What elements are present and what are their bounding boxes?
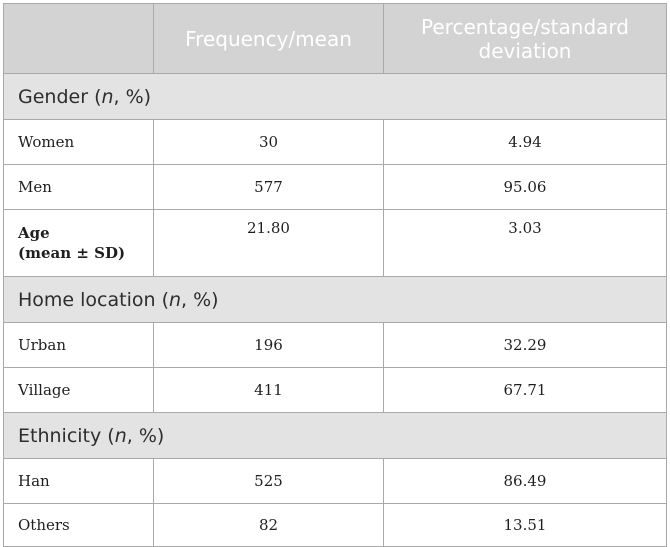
row-label-urban: Urban bbox=[3, 322, 154, 368]
section-title-gender: Gender (n, %) bbox=[3, 73, 667, 120]
row-label-village: Village bbox=[3, 367, 154, 413]
header-percentage-sd-line1: Percentage/standard bbox=[421, 14, 629, 39]
header-percentage-sd-line2: deviation bbox=[478, 38, 572, 63]
table-row: Village 411 67.71 bbox=[3, 367, 667, 413]
header-frequency-mean: Frequency/mean bbox=[153, 3, 384, 74]
section-row-gender: Gender (n, %) bbox=[3, 73, 667, 120]
row-frequency: 196 bbox=[153, 322, 384, 368]
section-row-home-location: Home location (n, %) bbox=[3, 276, 667, 323]
section-row-ethnicity: Ethnicity (n, %) bbox=[3, 412, 667, 459]
row-sd: 3.03 bbox=[383, 209, 667, 277]
table-row: Others 82 13.51 bbox=[3, 503, 667, 547]
row-label-others: Others bbox=[3, 503, 154, 547]
row-percentage: 86.49 bbox=[383, 458, 667, 504]
section-title-home-location: Home location (n, %) bbox=[3, 276, 667, 323]
table-row: Men 577 95.06 bbox=[3, 164, 667, 210]
table-row: Women 30 4.94 bbox=[3, 119, 667, 165]
row-label-women: Women bbox=[3, 119, 154, 165]
row-percentage: 13.51 bbox=[383, 503, 667, 547]
header-empty-cell bbox=[3, 3, 154, 74]
row-mean: 21.80 bbox=[153, 209, 384, 277]
section-title-ethnicity: Ethnicity (n, %) bbox=[3, 412, 667, 459]
row-percentage: 95.06 bbox=[383, 164, 667, 210]
table-header-row: Frequency/mean Percentage/standard devia… bbox=[3, 3, 667, 74]
row-frequency: 411 bbox=[153, 367, 384, 413]
row-percentage: 67.71 bbox=[383, 367, 667, 413]
demographics-table: Frequency/mean Percentage/standard devia… bbox=[3, 3, 667, 547]
row-label-men: Men bbox=[3, 164, 154, 210]
row-frequency: 577 bbox=[153, 164, 384, 210]
row-frequency: 30 bbox=[153, 119, 384, 165]
row-frequency: 82 bbox=[153, 503, 384, 547]
row-percentage: 4.94 bbox=[383, 119, 667, 165]
table-row-age: Age (mean ± SD) 21.80 3.03 bbox=[3, 209, 667, 277]
table-row: Han 525 86.49 bbox=[3, 458, 667, 504]
row-frequency: 525 bbox=[153, 458, 384, 504]
header-percentage-sd: Percentage/standard deviation bbox=[383, 3, 667, 74]
row-label-age: Age (mean ± SD) bbox=[3, 209, 154, 277]
table-row: Urban 196 32.29 bbox=[3, 322, 667, 368]
row-percentage: 32.29 bbox=[383, 322, 667, 368]
row-label-han: Han bbox=[3, 458, 154, 504]
